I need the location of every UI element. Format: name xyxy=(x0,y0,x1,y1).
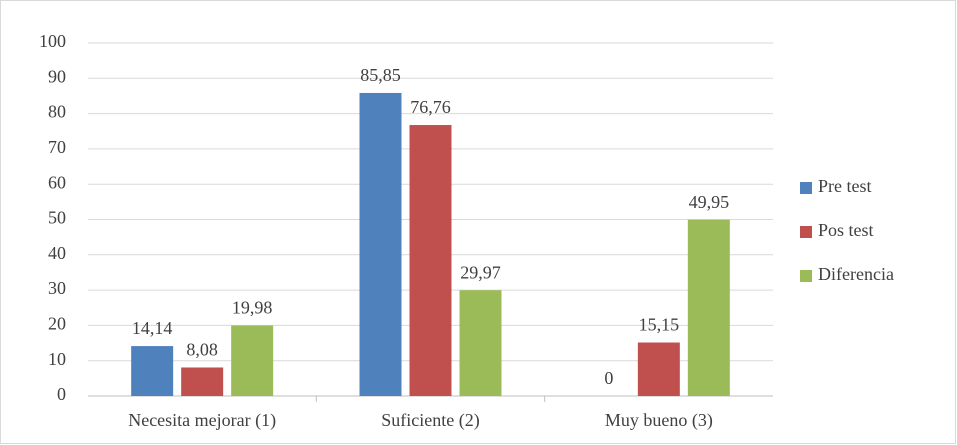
bar xyxy=(637,342,680,396)
y-tick-label: 50 xyxy=(48,208,66,228)
value-label: 49,95 xyxy=(689,192,730,212)
value-label: 29,97 xyxy=(460,262,501,282)
legend-swatch xyxy=(800,182,812,194)
y-tick-label: 70 xyxy=(48,137,66,157)
legend-swatch xyxy=(800,226,812,238)
value-label: 0 xyxy=(604,368,613,388)
y-tick-label: 100 xyxy=(39,31,66,51)
bar xyxy=(131,346,174,396)
value-label: 76,76 xyxy=(410,97,451,117)
y-tick-label: 90 xyxy=(48,66,66,86)
legend-label: Pre test xyxy=(818,176,872,196)
y-tick-label: 60 xyxy=(48,172,66,192)
y-tick-label: 40 xyxy=(48,243,66,263)
x-tick-label: Necesita mejorar (1) xyxy=(128,410,276,431)
bar xyxy=(181,367,224,396)
y-tick-label: 30 xyxy=(48,278,66,298)
y-tick-label: 20 xyxy=(48,314,66,334)
bar xyxy=(231,325,274,396)
value-label: 19,98 xyxy=(232,298,273,318)
y-tick-label: 80 xyxy=(48,102,66,122)
legend-label: Pos test xyxy=(818,220,874,240)
legend-label: Diferencia xyxy=(818,264,894,284)
value-label: 14,14 xyxy=(132,318,173,338)
value-label: 8,08 xyxy=(186,340,218,360)
x-tick-label: Muy bueno (3) xyxy=(605,410,713,431)
x-tick-label: Suficiente (2) xyxy=(381,410,479,431)
bar xyxy=(359,92,402,397)
value-label: 15,15 xyxy=(639,315,680,335)
bar xyxy=(687,219,730,396)
bar xyxy=(409,125,452,396)
bar xyxy=(459,290,502,396)
y-tick-label: 0 xyxy=(57,384,66,404)
y-tick-label: 10 xyxy=(48,349,66,369)
legend-swatch xyxy=(800,270,812,282)
value-label: 85,85 xyxy=(360,65,401,85)
